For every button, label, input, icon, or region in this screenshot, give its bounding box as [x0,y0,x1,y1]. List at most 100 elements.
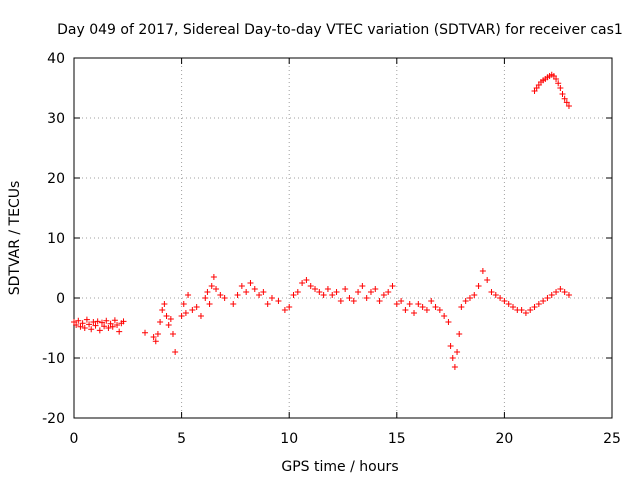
data-point-marker [213,286,220,292]
x-tick-label: 0 [70,431,79,447]
data-point-marker [471,292,478,298]
data-point-marker [75,317,82,324]
data-point-marker [531,304,538,310]
data-point-marker [559,91,566,97]
data-point-marker [565,103,572,109]
data-point-marker [415,301,422,307]
data-point-marker [217,292,224,298]
data-point-marker [189,307,196,313]
data-point-marker [527,307,534,313]
data-point-marker [150,334,157,340]
data-point-marker [230,301,237,307]
data-point-marker [346,295,353,301]
x-tick-label: 5 [177,431,186,447]
data-point-marker [94,318,101,325]
data-point-marker [324,286,331,292]
data-point-marker [411,310,418,316]
data-point-marker [86,321,93,328]
data-point-marker [221,295,228,301]
data-point-marker [172,349,179,355]
data-point-marker [264,301,271,307]
data-point-marker [432,304,439,310]
data-point-marker [462,298,469,304]
data-point-marker [234,292,241,298]
data-point-marker [103,317,110,324]
data-point-marker [557,286,564,292]
data-point-marker [163,313,170,319]
y-tick-label: -10 [42,351,65,367]
data-point-marker [88,326,95,333]
data-point-marker [535,301,542,307]
data-point-marker [98,319,105,326]
data-point-marker [286,304,293,310]
data-point-marker [275,298,282,304]
y-tick-label: 10 [47,231,65,247]
data-point-marker [111,317,118,324]
y-tick-label: 40 [47,51,65,67]
data-point-marker [208,283,215,289]
data-point-marker [185,292,192,298]
data-point-marker [449,355,456,361]
data-point-marker [436,307,443,313]
data-point-marker [206,301,213,307]
data-point-marker [406,301,413,307]
data-point-marker [548,292,555,298]
data-point-marker [518,307,525,313]
data-point-marker [251,286,258,292]
y-tick-label: 20 [47,171,65,187]
data-point-marker [355,289,362,295]
y-tick-label: 30 [47,111,65,127]
data-point-marker [475,283,482,289]
data-point-marker [447,343,454,349]
data-point-marker [492,292,499,298]
data-point-marker [484,277,491,283]
axis-ticks [73,57,613,419]
data-point-marker [260,289,267,295]
data-point-marker [488,289,495,295]
data-points [71,71,572,370]
data-point-marker [312,286,319,292]
y-axis-label: SDTVAR / TECUs [7,181,23,296]
data-point-marker [557,85,564,91]
data-point-marker [73,322,80,328]
chart-title: Day 049 of 2017, Sidereal Day-to-day VTE… [57,22,623,38]
data-point-marker [393,301,400,307]
data-point-marker [565,292,572,298]
data-point-marker [553,76,560,82]
data-point-marker [165,322,172,328]
data-point-marker [359,283,366,289]
data-point-marker [540,298,547,304]
data-point-marker [561,95,568,102]
data-point-marker [544,295,551,301]
data-point-marker [180,301,187,307]
data-point-marker [402,307,409,313]
data-point-marker [243,289,250,295]
data-point-marker [256,292,263,298]
data-point-marker [423,307,430,313]
tick-labels: 0 5 10 15 20 25 -20 -10 0 10 20 30 40 [42,51,621,447]
data-point-marker [81,325,88,331]
data-point-marker [367,289,374,295]
data-point-marker [178,313,185,319]
x-tick-label: 10 [280,431,298,447]
data-point-marker [204,289,211,295]
data-point-marker [337,298,344,304]
data-point-marker [109,323,116,330]
data-point-marker [83,316,90,323]
x-tick-label: 25 [603,431,621,447]
data-point-marker [79,320,86,327]
data-point-marker [479,268,486,274]
data-point-marker [202,295,209,301]
data-point-marker [157,319,164,325]
data-point-marker [563,99,570,106]
data-point-marker [182,310,189,316]
data-point-marker [316,289,323,295]
y-tick-label: 0 [56,291,65,307]
data-point-marker [561,289,568,295]
data-point-marker [333,289,340,295]
data-point-marker [90,319,97,325]
data-point-marker [290,292,297,298]
data-point-marker [553,289,560,295]
data-point-marker [505,301,512,307]
